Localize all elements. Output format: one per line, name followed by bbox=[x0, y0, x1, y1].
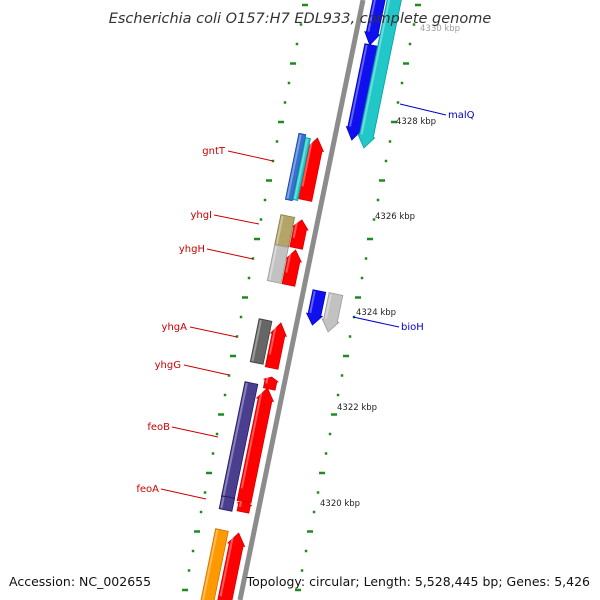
bioH-feature-blue-highlight bbox=[309, 290, 316, 314]
gene-label-yhgA[interactable]: yhgA bbox=[162, 322, 188, 333]
bioH-feature-blue bbox=[305, 289, 327, 326]
gene-label-bioH[interactable]: bioH bbox=[401, 322, 424, 333]
feoA-feature-red-highlight bbox=[238, 501, 243, 508]
annotation-labels: gntT yhgI yhgH yhgA yhgG feoB feoA malQ bioH 4330… bbox=[136, 24, 474, 509]
tick-marks bbox=[182, 3, 421, 592]
yhgA-feature-red bbox=[264, 322, 287, 370]
map-title: Escherichia coli O157:H7 EDL933, complet… bbox=[109, 11, 492, 27]
gntT-feature-blue bbox=[284, 132, 307, 202]
label-leader-lines bbox=[160, 103, 447, 500]
gene-label-yhgI[interactable]: yhgI bbox=[190, 210, 212, 221]
yhgI-feature-red bbox=[289, 219, 309, 250]
leader-line-yhgA bbox=[189, 326, 238, 338]
topology-summary-text: Topology: circular; Length: 5,528,445 bp… bbox=[246, 574, 590, 589]
leader-line-feoB bbox=[171, 426, 219, 438]
upper-feature-blue-highlight bbox=[367, 0, 376, 32]
leader-line-yhgI bbox=[213, 214, 260, 225]
gntT-feature-blue-highlight bbox=[286, 134, 302, 199]
yhgA-feature-darkgray bbox=[249, 318, 273, 365]
yhgA-feature-darkgray-highlight bbox=[251, 319, 262, 362]
feoA-feature-red bbox=[236, 500, 253, 514]
bioH-feature-gray-highlight bbox=[324, 293, 332, 319]
gene-label-gntT[interactable]: gntT bbox=[202, 146, 226, 157]
yhgH-feature-red-highlight bbox=[285, 249, 292, 273]
malQ-feature-blue-highlight bbox=[349, 44, 368, 127]
leader-line-yhgG bbox=[183, 364, 230, 376]
gene-label-feoA[interactable]: feoA bbox=[136, 484, 159, 495]
yhgI-feature-red-highlight bbox=[292, 219, 299, 238]
feoB-feature-purple-highlight bbox=[222, 382, 248, 497]
lower-feature-red bbox=[217, 532, 246, 600]
gntT-feature-cyan bbox=[292, 137, 311, 201]
lower-feature-orange-highlight bbox=[202, 529, 219, 600]
yhgG-feature-red bbox=[262, 376, 279, 391]
malQ-feature-cyan-highlight bbox=[360, 0, 391, 135]
kbp-label-4320: 4320 kbp bbox=[320, 499, 360, 509]
gene-label-yhgG[interactable]: yhgG bbox=[155, 360, 181, 371]
kbp-label-4324: 4324 kbp bbox=[356, 308, 396, 318]
gntT-feature-red-highlight bbox=[301, 137, 314, 187]
kbp-label-4322: 4322 kbp bbox=[337, 403, 377, 413]
yhgH-feature-gray-highlight bbox=[268, 245, 278, 281]
lower-feature-orange bbox=[200, 528, 229, 600]
leader-line-feoA bbox=[160, 488, 207, 500]
genome-backbone bbox=[237, 0, 366, 600]
kbp-label-4328: 4328 kbp bbox=[396, 117, 436, 127]
leader-line-malQ bbox=[399, 103, 447, 116]
feoB-feature-red bbox=[236, 387, 275, 504]
gntT-feature-cyan-highlight bbox=[293, 138, 309, 200]
kbp-label-4326: 4326 kbp bbox=[375, 212, 415, 222]
accession-text: Accession: NC_002655 bbox=[9, 574, 151, 589]
yhgA-feature-red-highlight bbox=[268, 322, 278, 355]
gene-features bbox=[200, 0, 402, 600]
leader-line-yhgH bbox=[206, 248, 254, 260]
feoA-feature-purple bbox=[218, 495, 236, 512]
yhgH-feature-gray bbox=[266, 244, 289, 284]
yhgH-feature-red bbox=[281, 249, 303, 287]
feoA-feature-purple-highlight bbox=[220, 496, 225, 509]
yhgI-feature-khaki-highlight bbox=[275, 215, 284, 245]
gene-label-yhgH[interactable]: yhgH bbox=[179, 244, 205, 255]
lower-feature-red-highlight bbox=[219, 532, 235, 597]
leader-line-bioH bbox=[352, 316, 400, 328]
yhgG-feature-red-highlight bbox=[265, 377, 269, 384]
gene-label-feoB[interactable]: feoB bbox=[147, 422, 170, 433]
gene-label-malQ[interactable]: malQ bbox=[448, 110, 475, 121]
kbp-label-4330: 4330 kbp bbox=[420, 24, 460, 34]
feoB-feature-red-highlight bbox=[240, 387, 264, 489]
malQ-feature-cyan bbox=[357, 0, 402, 149]
bioH-feature-gray bbox=[321, 292, 344, 333]
upper-feature-blue bbox=[364, 0, 386, 46]
leader-line-gntT bbox=[227, 150, 274, 162]
